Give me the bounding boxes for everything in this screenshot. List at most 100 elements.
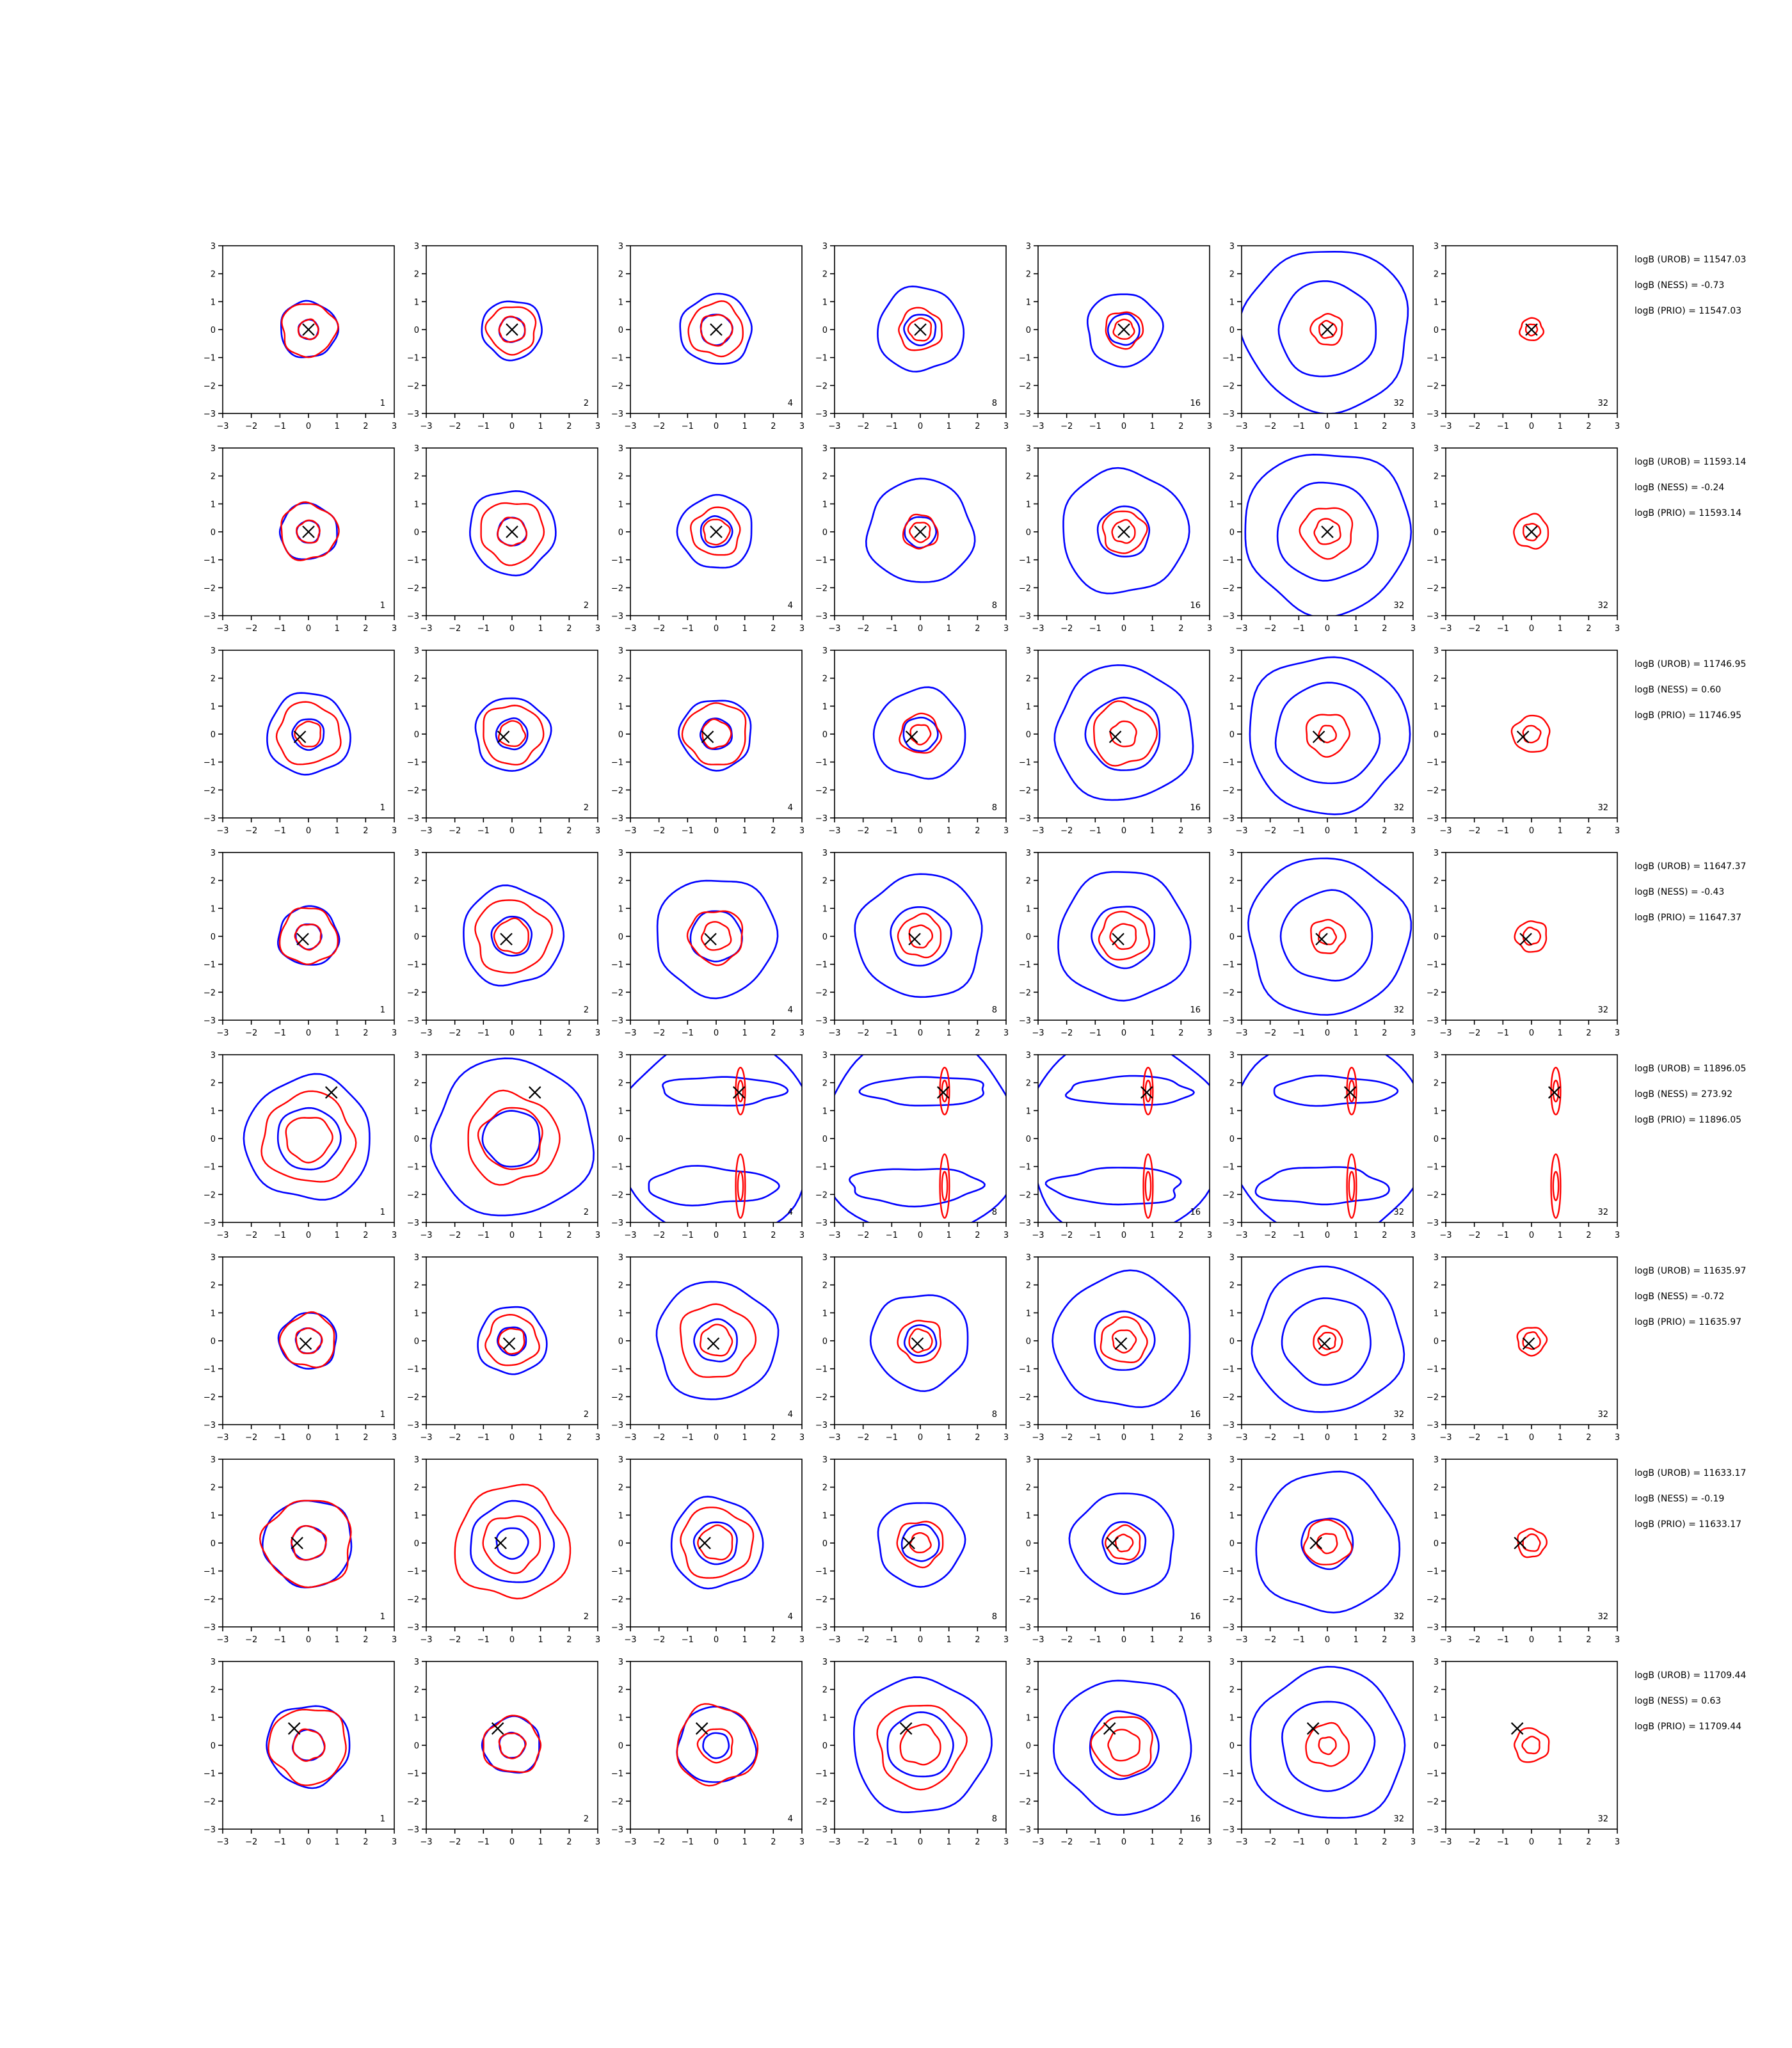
y-tick-label: 1 — [1434, 702, 1439, 712]
x-marker — [911, 1337, 924, 1350]
y-tick-label: 0 — [618, 730, 623, 740]
x-tick-label: −1 — [682, 1837, 694, 1847]
x-tick-label: 3 — [799, 1231, 804, 1240]
x-tick-label: 2 — [566, 1433, 572, 1443]
annotation-text: logB (UROB) = 11593.14 — [1635, 457, 1746, 467]
x-tick-label: −2 — [1468, 1837, 1480, 1847]
x-tick-label: 0 — [1529, 1433, 1534, 1443]
x-tick-label: −3 — [216, 624, 228, 634]
panel-r8-c3: −3−3 −2 −2 −1 −1 0 0 1 1 2 2 3 3 4 — [611, 1658, 804, 1847]
red-contour — [1513, 513, 1549, 550]
blue-contour — [481, 1715, 540, 1774]
panel-label: 2 — [584, 601, 589, 611]
blue-contour — [481, 300, 543, 362]
y-tick-label: 2 — [1229, 675, 1235, 684]
x-tick-label: 0 — [1121, 1231, 1126, 1240]
annotation-text: logB (UROB) = 11896.05 — [1635, 1064, 1746, 1074]
y-tick-label: 0 — [1229, 528, 1235, 538]
y-tick-label: 1 — [822, 702, 828, 712]
red-contour — [497, 720, 527, 748]
x-tick-label: 1 — [538, 624, 543, 634]
panel-label: 1 — [380, 1208, 385, 1217]
x-tick-label: −3 — [1439, 1837, 1452, 1847]
y-tick-label: 2 — [1229, 1484, 1235, 1493]
panel-label: 8 — [992, 1410, 997, 1420]
y-tick-label: −3 — [1019, 612, 1031, 621]
x-tick-label: 0 — [509, 826, 515, 836]
x-tick-label: 2 — [1586, 1231, 1591, 1240]
x-tick-label: 3 — [1004, 1231, 1009, 1240]
x-tick-label: −2 — [1468, 1028, 1480, 1038]
plot-area — [676, 493, 753, 569]
y-tick-label: −1 — [611, 556, 623, 566]
red-contour — [896, 1521, 944, 1569]
y-tick-label: 3 — [822, 444, 828, 454]
blue-contour — [656, 879, 779, 1000]
y-tick-label: −1 — [204, 1770, 216, 1779]
panel-label: 32 — [1597, 1005, 1608, 1015]
red-contour — [737, 1171, 744, 1201]
plot-area — [481, 1715, 542, 1774]
panel-r1-c2: −3−3 −2 −2 −1 −1 0 0 1 1 2 2 3 3 2 — [407, 242, 600, 431]
x-tick-label: −1 — [1293, 1837, 1305, 1847]
panel-label: 4 — [788, 601, 793, 611]
y-tick-label: −2 — [815, 988, 828, 998]
x-tick-label: 1 — [538, 826, 543, 836]
annotation-text: logB (UROB) = 11633.17 — [1635, 1468, 1746, 1478]
plot-area — [877, 1502, 966, 1588]
x-tick-label: −1 — [477, 422, 490, 431]
y-tick-label: 3 — [414, 1253, 419, 1263]
y-tick-label: −1 — [407, 556, 419, 566]
y-tick-label: −1 — [815, 354, 828, 364]
x-tick-label: 2 — [1178, 422, 1183, 431]
y-tick-label: 0 — [1026, 1539, 1031, 1549]
panel-r7-c2: −3−3 −2 −2 −1 −1 0 0 1 1 2 2 3 3 2 — [407, 1455, 600, 1645]
x-tick-label: −2 — [1468, 1433, 1480, 1443]
panel-label: 32 — [1393, 803, 1404, 813]
y-tick-label: 2 — [1026, 1484, 1031, 1493]
plot-area — [1038, 1055, 1210, 1222]
y-tick-label: 2 — [1434, 1686, 1439, 1695]
red-contour — [268, 1708, 347, 1786]
red-contour — [1521, 1736, 1540, 1755]
panel-label: 4 — [788, 803, 793, 813]
red-contour — [1101, 510, 1148, 554]
y-tick-label: 1 — [1229, 1511, 1235, 1521]
y-tick-label: −1 — [1019, 758, 1031, 768]
red-contour — [1142, 1153, 1154, 1219]
y-tick-label: −1 — [204, 1365, 216, 1375]
y-tick-label: −1 — [204, 758, 216, 768]
red-contour — [480, 502, 545, 566]
blue-contour — [490, 915, 533, 957]
y-tick-label: 3 — [822, 1253, 828, 1263]
y-tick-label: 0 — [1434, 1337, 1439, 1347]
y-tick-label: −3 — [407, 612, 419, 621]
x-tick-label: −2 — [1264, 1837, 1276, 1847]
y-tick-label: −3 — [1427, 1421, 1439, 1430]
blue-contour — [481, 1110, 541, 1168]
y-tick-label: 1 — [414, 1107, 419, 1116]
y-tick-label: 2 — [211, 1281, 216, 1291]
x-tick-label: 1 — [335, 1433, 340, 1443]
y-tick-label: −3 — [815, 1219, 828, 1228]
x-tick-label: −3 — [216, 422, 228, 431]
panel-label: 1 — [380, 1612, 385, 1622]
y-tick-label: −3 — [1019, 1421, 1031, 1430]
y-tick-label: 0 — [822, 326, 828, 335]
plot-area — [630, 1055, 802, 1222]
y-tick-label: −2 — [815, 1190, 828, 1200]
blue-contour — [678, 700, 752, 772]
y-tick-label: −2 — [815, 1797, 828, 1807]
x-tick-label: −1 — [886, 1837, 898, 1847]
x-tick-label: 2 — [771, 1028, 776, 1038]
x-tick-label: 1 — [1150, 1837, 1155, 1847]
x-tick-label: 1 — [1558, 422, 1563, 431]
x-tick-label: −2 — [449, 1837, 461, 1847]
red-contour — [454, 1484, 572, 1600]
red-contour — [700, 314, 733, 347]
x-tick-label: 0 — [918, 1028, 923, 1038]
x-marker — [1112, 932, 1124, 946]
y-tick-label: −1 — [1427, 556, 1439, 566]
panel-label: 8 — [992, 399, 997, 408]
x-tick-label: −2 — [857, 1635, 869, 1645]
